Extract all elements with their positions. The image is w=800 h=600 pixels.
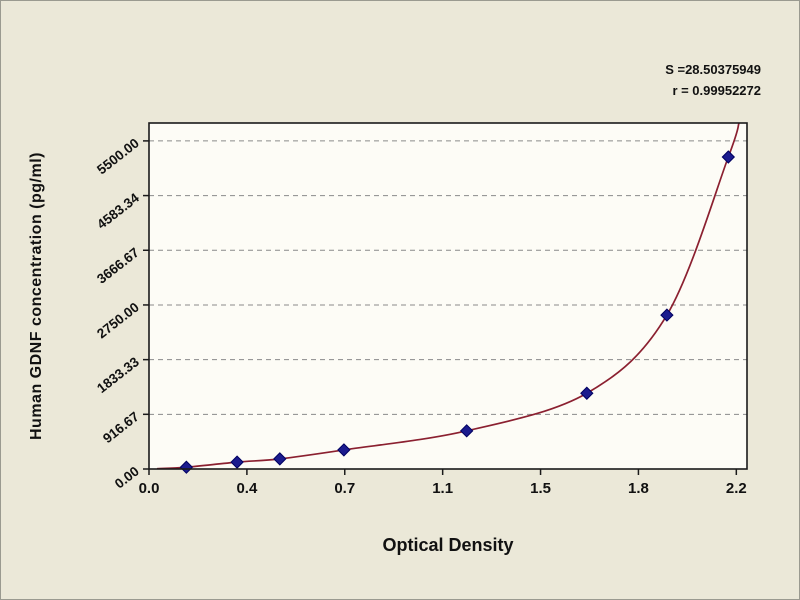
y-tick-label: 916.67 — [100, 409, 142, 446]
data-point — [721, 150, 736, 164]
data-point — [273, 452, 287, 466]
x-tick-label: 1.8 — [628, 480, 649, 497]
data-point — [459, 424, 474, 438]
y-tick-label: 4583.34 — [94, 190, 142, 232]
plot-area — [149, 123, 747, 469]
y-tick-label: 5500.00 — [94, 135, 142, 177]
data-point — [337, 443, 351, 457]
data-point — [230, 455, 244, 469]
x-tick-label: 0.0 — [139, 480, 160, 497]
x-axis-label: Optical Density — [382, 535, 514, 555]
x-tick-label: 1.1 — [432, 480, 453, 497]
s-value: S =28.50375949 — [665, 62, 761, 77]
data-point — [660, 308, 674, 322]
data-point — [179, 460, 194, 474]
data-point — [580, 386, 594, 400]
x-tick-label: 0.7 — [334, 480, 355, 497]
y-tick-label: 2750.00 — [94, 299, 142, 341]
x-tick-label: 0.4 — [236, 480, 258, 497]
x-tick-label: 1.5 — [530, 480, 551, 497]
y-tick-label: 1833.33 — [94, 354, 142, 396]
r-value: r = 0.99952272 — [672, 83, 761, 98]
y-tick-label: 0.00 — [112, 464, 142, 492]
fit-statistics: S =28.50375949 r = 0.99952272 — [665, 59, 761, 101]
y-axis-label: Human GDNF concentration (pg/ml) — [28, 152, 45, 440]
x-tick-label: 2.2 — [726, 480, 747, 497]
y-tick-label: 3666.67 — [94, 245, 142, 287]
plot-frame — [148, 122, 748, 470]
